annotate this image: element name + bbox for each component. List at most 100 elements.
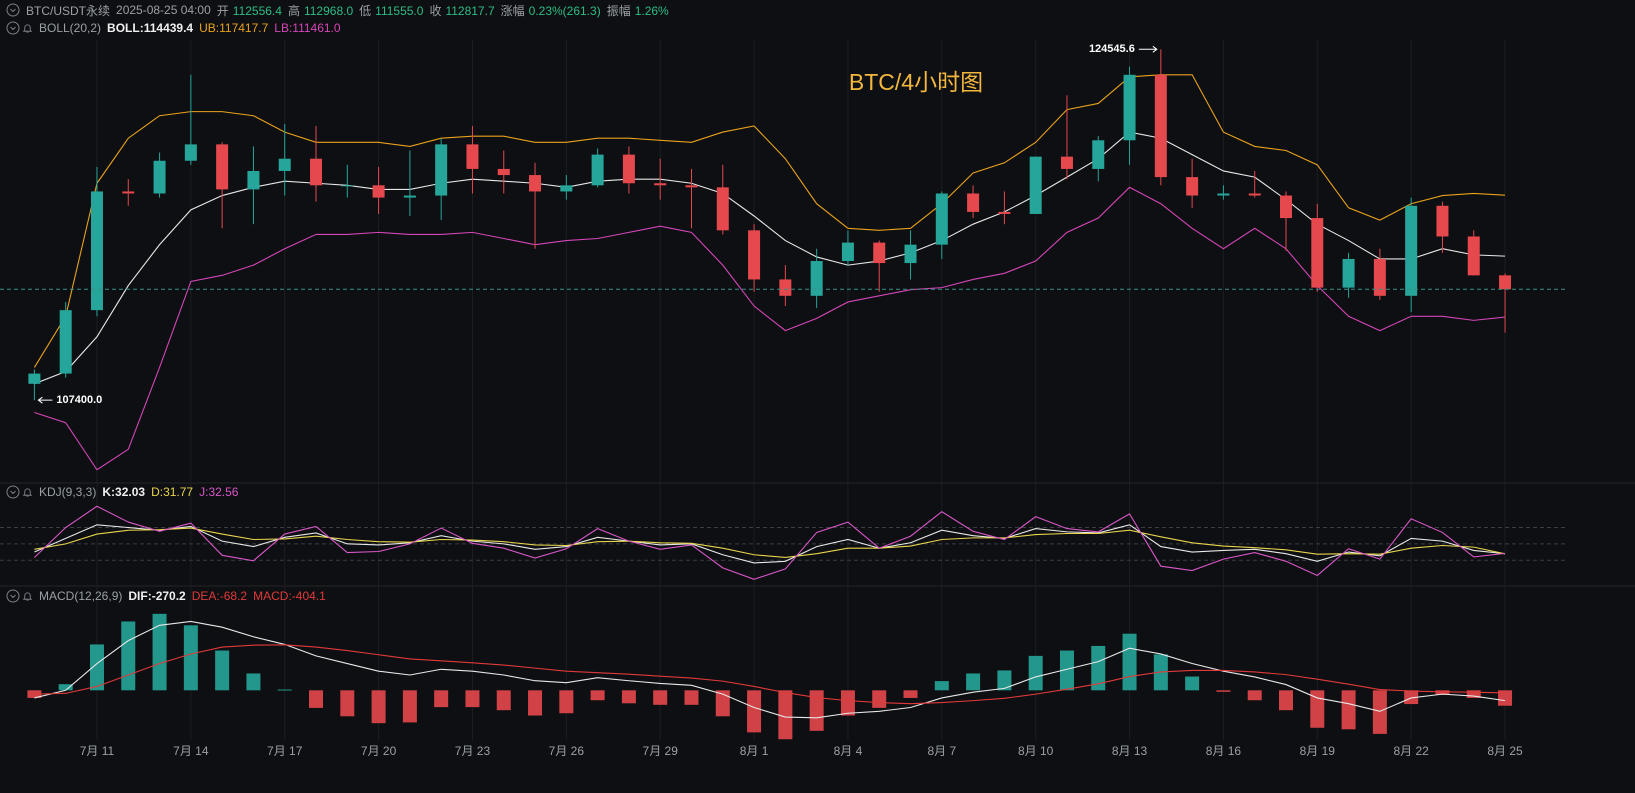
macd-bar bbox=[1435, 690, 1450, 695]
legend-value: 111461.0 bbox=[292, 21, 341, 35]
candle-body bbox=[1311, 218, 1324, 288]
legend-value: -270.2 bbox=[151, 589, 186, 603]
macd-bar bbox=[1247, 690, 1262, 701]
candle-body bbox=[1405, 205, 1418, 296]
macd-bar bbox=[152, 613, 167, 691]
collapse-icon[interactable] bbox=[6, 485, 20, 499]
collapse-icon[interactable] bbox=[6, 589, 20, 603]
legend-item: BOLL:114439.4 bbox=[107, 21, 193, 35]
candle-body bbox=[403, 195, 416, 198]
macd-bar bbox=[371, 690, 386, 724]
macd-bar bbox=[840, 690, 855, 716]
macd-bar bbox=[1279, 690, 1293, 711]
legend-value: 32.03 bbox=[115, 485, 146, 499]
macd-bar bbox=[934, 681, 949, 691]
legend-item: DIF:-270.2 bbox=[128, 589, 185, 603]
macd-bar bbox=[653, 690, 668, 705]
candle-body bbox=[1154, 74, 1167, 178]
field-label: 高 bbox=[287, 3, 300, 18]
alert-icon[interactable] bbox=[22, 487, 33, 498]
legend-value: 31.77 bbox=[163, 485, 194, 499]
candle-body bbox=[967, 193, 980, 212]
header-row: BTC/USDT永续 2025-08-25 04:00 开 112556.4 高 11… bbox=[6, 2, 669, 18]
field-value: 112968.0 bbox=[303, 3, 354, 18]
candle-body bbox=[90, 191, 103, 311]
candle-body bbox=[341, 185, 354, 187]
legend-label: LB: bbox=[274, 21, 293, 35]
candle-body bbox=[247, 170, 260, 190]
macd-bar bbox=[246, 673, 261, 691]
candle-body bbox=[685, 185, 698, 188]
candle-body bbox=[1092, 140, 1105, 169]
field-label: 涨幅 bbox=[500, 3, 525, 18]
x-tick-label: 8月 25 bbox=[1487, 744, 1523, 758]
alert-icon[interactable] bbox=[22, 23, 33, 34]
x-tick-label: 8月 1 bbox=[740, 744, 769, 758]
indicator-name: MACD(12,26,9) bbox=[39, 589, 123, 603]
macd-bar bbox=[89, 644, 104, 691]
macd-bar bbox=[778, 690, 793, 740]
macd-bar bbox=[465, 690, 480, 708]
macd-bar bbox=[590, 690, 605, 701]
candle-body bbox=[1186, 177, 1199, 196]
collapse-icon[interactable] bbox=[6, 3, 20, 17]
legend-item: MACD:-404.1 bbox=[253, 589, 326, 603]
collapse-icon[interactable] bbox=[6, 21, 20, 35]
time: 2025-08-25 04:00 bbox=[116, 3, 211, 17]
macd-legend: MACD(12,26,9) DIF:-270.2 DEA:-68.2 MACD:-40… bbox=[6, 588, 326, 604]
macd-bar bbox=[121, 621, 136, 691]
indicator-line bbox=[33, 74, 1506, 368]
candle-body bbox=[1373, 258, 1386, 296]
candle-body bbox=[1123, 74, 1136, 141]
x-tick-label: 7月 14 bbox=[173, 744, 209, 758]
legend-value: -404.1 bbox=[291, 589, 326, 603]
legend-value: 117417.7 bbox=[219, 21, 269, 35]
x-tick-label: 7月 17 bbox=[267, 744, 303, 758]
min-label: 107400.0 bbox=[56, 394, 102, 406]
x-tick-label: 8月 4 bbox=[834, 744, 863, 758]
candle-body bbox=[622, 154, 635, 184]
x-tick-label: 8月 22 bbox=[1393, 744, 1429, 758]
alert-icon[interactable] bbox=[22, 591, 33, 602]
macd-bar bbox=[1091, 645, 1106, 691]
macd-bar bbox=[1185, 676, 1200, 691]
legend-value: 32.56 bbox=[208, 485, 239, 499]
macd-bar bbox=[684, 690, 699, 705]
candle-body bbox=[1029, 156, 1042, 214]
legend-label: DIF: bbox=[128, 589, 152, 603]
candle-body bbox=[1467, 236, 1480, 276]
candle-body bbox=[1499, 275, 1512, 290]
macd-bar bbox=[1216, 690, 1231, 692]
legend-label: J: bbox=[199, 485, 209, 499]
macd-bar bbox=[496, 690, 511, 711]
macd-bar bbox=[715, 690, 730, 717]
macd-bar bbox=[809, 690, 824, 731]
candle-body bbox=[435, 144, 448, 196]
field-value: 111555.0 bbox=[375, 3, 424, 18]
indicator-line bbox=[34, 505, 1506, 580]
legend-label: K: bbox=[102, 485, 116, 499]
candle-body bbox=[1280, 195, 1292, 219]
macd-bar bbox=[903, 690, 918, 698]
x-tick-label: 8月 19 bbox=[1300, 744, 1336, 758]
macd-bar bbox=[966, 673, 981, 691]
macd-bar bbox=[1404, 690, 1419, 705]
macd-bar bbox=[1341, 690, 1356, 730]
field-label: 开 bbox=[216, 3, 229, 18]
max-label: 124545.6 bbox=[1089, 43, 1135, 55]
kdj-legend: KDJ(9,3,3) K:32.03 D:31.77 J:32.56 bbox=[6, 484, 238, 500]
candle-body bbox=[560, 185, 573, 192]
macd-bar bbox=[309, 690, 324, 708]
indicator-line bbox=[34, 186, 1506, 471]
indicator-line bbox=[34, 131, 1506, 385]
candle-body bbox=[28, 373, 41, 384]
macd-bar bbox=[1372, 690, 1387, 734]
macd-bar bbox=[747, 690, 762, 733]
candle-body bbox=[654, 183, 667, 186]
candle-body bbox=[748, 230, 761, 280]
legend-item: K:32.03 bbox=[102, 485, 145, 499]
macd-bar bbox=[621, 690, 636, 704]
candle-body bbox=[278, 158, 291, 171]
field: 涨幅 0.23%(261.3) bbox=[501, 2, 601, 19]
